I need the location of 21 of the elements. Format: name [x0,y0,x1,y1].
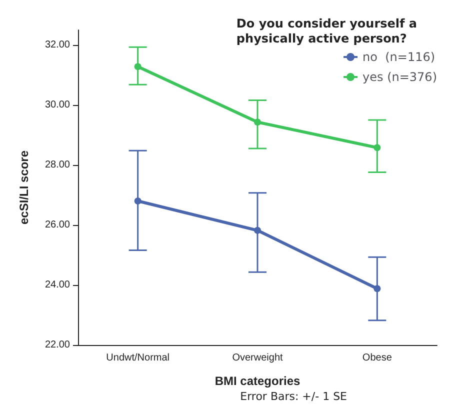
y-tick-label: 24.00 [44,280,70,290]
y-tick-label: 22.00 [44,340,70,350]
x-tick-label: Overweight [232,352,284,364]
legend-title: Do you consider yourself a physically active person? [236,16,418,46]
y-tick-label: 26.00 [44,220,70,230]
y-tick-label: 28.00 [44,160,70,170]
x-tick-label: Obese [362,352,392,364]
legend-label: no (n=116) [362,50,436,64]
point [374,144,381,152]
text: Error Bars: +/- 1 SE [240,390,348,403]
point [134,198,142,204]
y-tick-label: 30.00 [44,100,70,110]
y-tick-label: 32.00 [44,40,70,50]
point [374,285,381,292]
point [254,226,261,234]
point [134,63,142,70]
point [254,118,261,126]
x-tick-label: Undwt/Normal [106,352,170,364]
legend-label: yes (n=376) [362,70,438,84]
x-axis-title: BMI categories [214,374,301,388]
y-axis-title: ecSI/LI score [17,150,31,225]
